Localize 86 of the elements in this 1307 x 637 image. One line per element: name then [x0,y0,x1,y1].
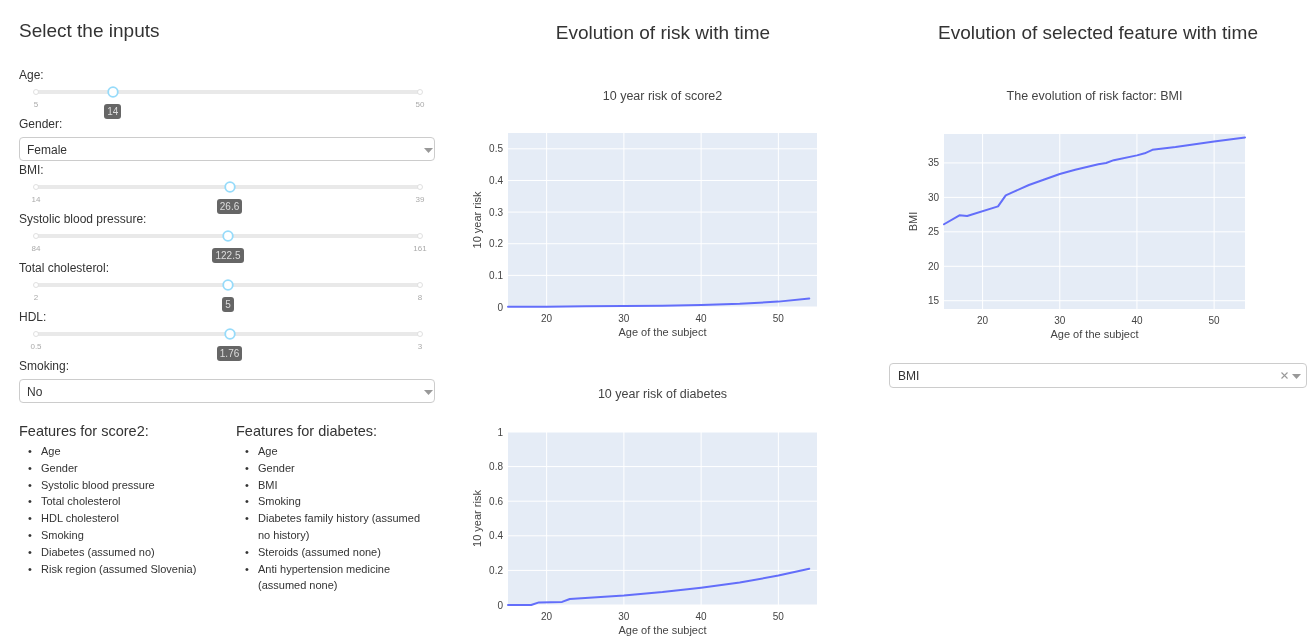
x-tick-label: 30 [618,611,630,622]
text: Age: [19,68,44,82]
text: 2 [32,293,40,302]
line-series [943,136,1246,226]
text: 5 [222,297,234,312]
x-tick-label: 50 [1208,315,1221,326]
text: 14 [104,104,122,119]
text: Features for score2: [19,423,150,439]
text: Gender: [19,117,63,131]
x-tick-label: 40 [1131,315,1143,326]
text: BMI [898,369,920,383]
y-tick-label: 0.2 [489,238,504,250]
text: 161 [412,244,428,253]
x-axis-title: Age of the subject [618,326,707,338]
text: Select the inputs [19,20,160,42]
y-tick-label: 0.6 [489,495,504,507]
text: • BMI [245,477,278,493]
x-tick-label: 50 [772,611,785,622]
y-tick-label: 0.5 [489,143,504,155]
text: 122.5 [212,248,244,263]
y-tick-label: 0.4 [489,174,504,186]
text: • Age [245,444,278,459]
text: Features for diabetes: [236,423,379,439]
text: 3 [416,342,424,351]
text: HDL: [19,310,47,324]
y-tick-label: 25 [927,226,940,238]
y-tick-label: 1 [497,426,504,438]
text: • Age [28,444,61,459]
x-tick-label: 30 [1054,315,1066,326]
text: 14 [30,195,42,204]
text: • Total cholesterol [28,494,121,510]
x-tick-label: 30 [618,313,630,324]
text: Total cholesterol: [19,261,110,275]
text: • Diabetes family history (assumed no history) [245,511,421,543]
x-tick-label: 40 [695,313,708,324]
line-series [507,567,811,606]
y-axis-title: 10 year risk [471,191,483,249]
text: 50 [414,100,426,109]
chart-title: 10 year risk of diabetes [597,387,728,401]
y-tick-label: 0 [497,599,504,611]
text: Smoking: [19,359,70,373]
text: 5 [32,100,40,109]
text: • Risk region (assumed Slovenia) [28,561,197,577]
text: Female [27,143,68,157]
chart-subtitle: The evolution of risk factor: BMI [1006,89,1183,103]
chart-title: Evolution of selected feature with time [937,22,1259,43]
text: • Diabetes (assumed no) [28,544,155,560]
y-tick-label: 15 [927,295,940,307]
y-axis-title: 10 year risk [471,489,483,547]
y-tick-label: 0.4 [489,530,504,542]
text: 8 [416,293,424,302]
text: • Smoking [28,528,84,543]
text: No [27,385,43,399]
text: 0.5 [29,342,43,351]
text: 26.6 [216,199,243,214]
text: • Smoking [245,494,301,510]
text: 84 [30,244,42,253]
y-tick-label: 30 [927,191,940,203]
text: Systolic blood pressure: [19,212,147,226]
x-tick-label: 40 [695,611,708,622]
y-tick-label: 0 [497,301,504,313]
text: 1.76 [216,346,243,361]
y-tick-label: 0.2 [489,564,504,576]
x-tick-label: 20 [541,611,553,622]
text: • Gender [245,460,295,476]
x-axis-title: Age of the subject [1050,328,1139,340]
line-series [507,297,811,308]
text: • Systolic blood pressure [28,477,155,493]
chart-title: Evolution of risk with time [555,22,771,43]
y-tick-label: 0.8 [489,461,504,473]
y-tick-label: 20 [927,260,940,272]
text: • Gender [28,460,78,476]
text: • Anti hypertension medicine (assumed none) [245,561,392,594]
x-tick-label: 50 [772,313,785,324]
y-tick-label: 35 [927,157,940,169]
x-tick-label: 20 [541,313,553,324]
x-tick-label: 20 [977,315,989,326]
text: 39 [414,195,426,204]
y-tick-label: 0.1 [489,269,504,281]
text: • Steroids (assumed none) [245,544,381,560]
x-axis-title: Age of the subject [618,624,707,636]
chart-subtitle: 10 year risk of score2 [602,89,723,103]
y-axis-title: BMI [907,211,919,232]
y-tick-label: 0.3 [489,206,504,218]
text: • HDL cholesterol [28,511,119,527]
text: BMI: [19,163,44,177]
